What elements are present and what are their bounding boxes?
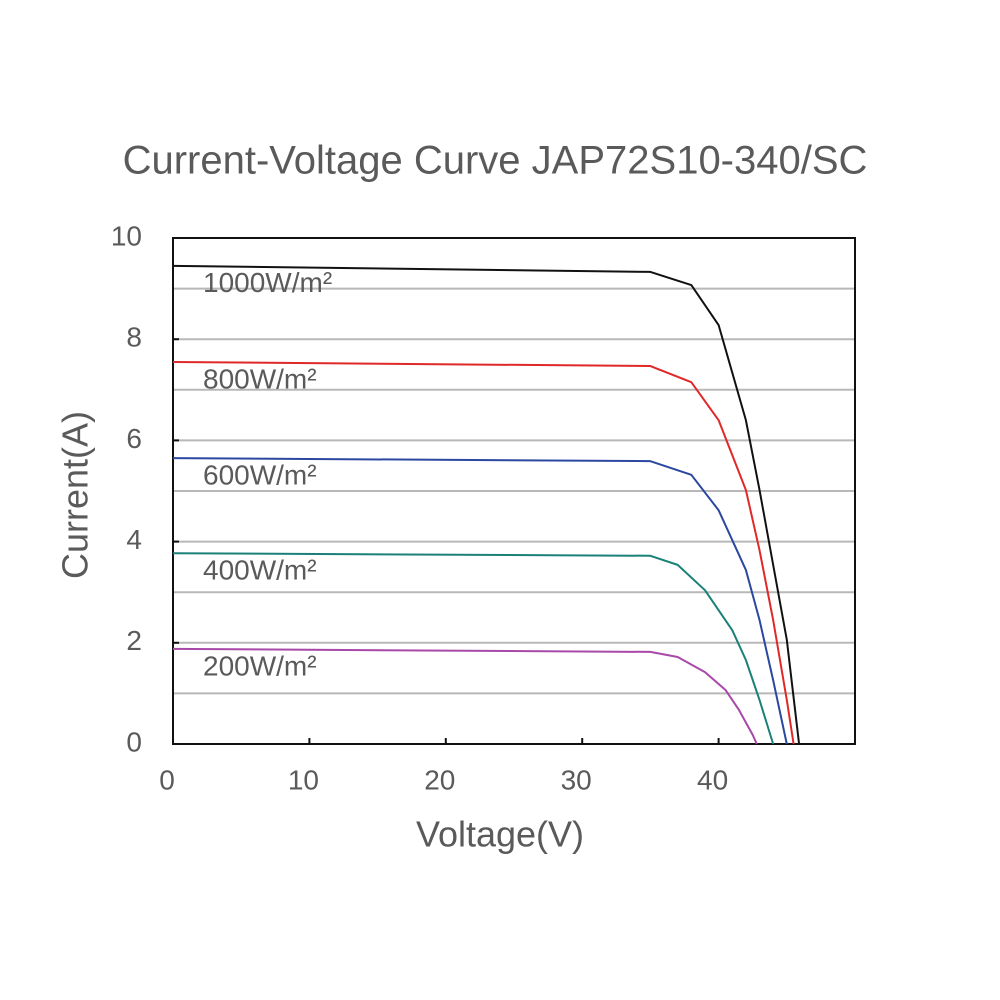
x-tick-label: 10: [288, 764, 319, 795]
series-line: [172, 457, 788, 745]
y-axis-label: Current(A): [55, 411, 96, 579]
x-tick-label: 20: [424, 764, 455, 795]
series-line: [172, 647, 758, 745]
series-label: 800W/m²: [203, 363, 317, 394]
x-tick-label: 40: [697, 764, 728, 795]
plot-frame: [172, 237, 856, 745]
series-line: [172, 264, 801, 745]
x-axis-label: Voltage(V): [416, 814, 584, 855]
chart-title: Current-Voltage Curve JAP72S10-340/SC: [123, 139, 868, 183]
y-tick-label: 4: [126, 524, 142, 555]
y-tick-label: 2: [126, 625, 142, 656]
series-line: [172, 552, 775, 745]
x-tick-label: 30: [561, 764, 592, 795]
series-line: [172, 360, 795, 745]
series-label: 1000W/m²: [203, 267, 332, 298]
series-label: 200W/m²: [203, 650, 317, 681]
x-tick-label: 0: [159, 764, 175, 795]
y-tick-label: 8: [126, 322, 142, 353]
y-tick-label: 10: [111, 220, 142, 251]
y-tick-label: 0: [126, 726, 142, 757]
series-label: 400W/m²: [203, 555, 317, 586]
y-tick-label: 6: [126, 423, 142, 454]
series-label: 600W/m²: [203, 460, 317, 491]
